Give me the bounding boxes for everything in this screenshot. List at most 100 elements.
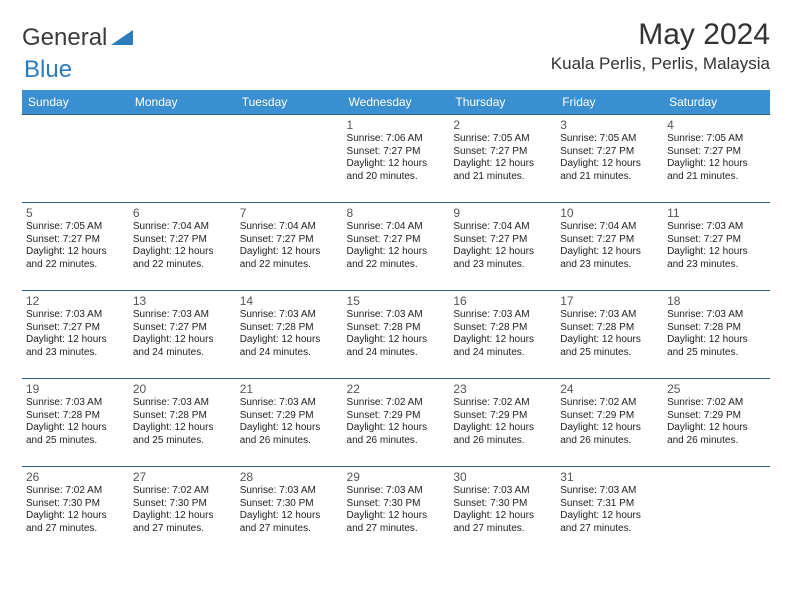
day-info: Sunrise: 7:04 AMSunset: 7:27 PMDaylight:… xyxy=(560,221,659,271)
calendar-row: 19Sunrise: 7:03 AMSunset: 7:28 PMDayligh… xyxy=(22,379,770,467)
calendar-cell: 27Sunrise: 7:02 AMSunset: 7:30 PMDayligh… xyxy=(129,467,236,555)
day-info: Sunrise: 7:03 AMSunset: 7:30 PMDaylight:… xyxy=(453,485,552,535)
title-block: May 2024 Kuala Perlis, Perlis, Malaysia xyxy=(551,18,770,74)
day-number: 6 xyxy=(133,206,232,220)
calendar-cell: 14Sunrise: 7:03 AMSunset: 7:28 PMDayligh… xyxy=(236,291,343,379)
day-number: 14 xyxy=(240,294,339,308)
day-info: Sunrise: 7:04 AMSunset: 7:27 PMDaylight:… xyxy=(453,221,552,271)
day-info: Sunrise: 7:02 AMSunset: 7:29 PMDaylight:… xyxy=(667,397,766,447)
calendar-cell: 11Sunrise: 7:03 AMSunset: 7:27 PMDayligh… xyxy=(663,203,770,291)
day-info: Sunrise: 7:03 AMSunset: 7:31 PMDaylight:… xyxy=(560,485,659,535)
location-text: Kuala Perlis, Perlis, Malaysia xyxy=(551,54,770,74)
day-header: Saturday xyxy=(663,90,770,115)
day-number: 30 xyxy=(453,470,552,484)
day-number: 13 xyxy=(133,294,232,308)
day-number: 22 xyxy=(347,382,446,396)
day-number: 19 xyxy=(26,382,125,396)
day-number: 11 xyxy=(667,206,766,220)
day-info: Sunrise: 7:03 AMSunset: 7:28 PMDaylight:… xyxy=(347,309,446,359)
day-info: Sunrise: 7:02 AMSunset: 7:30 PMDaylight:… xyxy=(133,485,232,535)
calendar-cell: 19Sunrise: 7:03 AMSunset: 7:28 PMDayligh… xyxy=(22,379,129,467)
calendar-row: 1Sunrise: 7:06 AMSunset: 7:27 PMDaylight… xyxy=(22,115,770,203)
day-info: Sunrise: 7:03 AMSunset: 7:27 PMDaylight:… xyxy=(133,309,232,359)
calendar-cell-empty xyxy=(22,115,129,203)
day-number: 2 xyxy=(453,118,552,132)
day-number: 25 xyxy=(667,382,766,396)
day-info: Sunrise: 7:05 AMSunset: 7:27 PMDaylight:… xyxy=(667,133,766,183)
calendar-table: SundayMondayTuesdayWednesdayThursdayFrid… xyxy=(22,90,770,555)
day-number: 29 xyxy=(347,470,446,484)
day-info: Sunrise: 7:02 AMSunset: 7:29 PMDaylight:… xyxy=(347,397,446,447)
day-number: 10 xyxy=(560,206,659,220)
day-number: 17 xyxy=(560,294,659,308)
day-info: Sunrise: 7:05 AMSunset: 7:27 PMDaylight:… xyxy=(453,133,552,183)
calendar-cell: 4Sunrise: 7:05 AMSunset: 7:27 PMDaylight… xyxy=(663,115,770,203)
day-info: Sunrise: 7:03 AMSunset: 7:28 PMDaylight:… xyxy=(26,397,125,447)
day-number: 4 xyxy=(667,118,766,132)
day-info: Sunrise: 7:05 AMSunset: 7:27 PMDaylight:… xyxy=(26,221,125,271)
day-number: 9 xyxy=(453,206,552,220)
calendar-cell: 30Sunrise: 7:03 AMSunset: 7:30 PMDayligh… xyxy=(449,467,556,555)
day-info: Sunrise: 7:02 AMSunset: 7:29 PMDaylight:… xyxy=(560,397,659,447)
brand-part1: General xyxy=(22,24,107,52)
calendar-cell: 16Sunrise: 7:03 AMSunset: 7:28 PMDayligh… xyxy=(449,291,556,379)
calendar-cell: 22Sunrise: 7:02 AMSunset: 7:29 PMDayligh… xyxy=(343,379,450,467)
day-info: Sunrise: 7:04 AMSunset: 7:27 PMDaylight:… xyxy=(240,221,339,271)
day-number: 31 xyxy=(560,470,659,484)
calendar-cell: 17Sunrise: 7:03 AMSunset: 7:28 PMDayligh… xyxy=(556,291,663,379)
day-info: Sunrise: 7:03 AMSunset: 7:28 PMDaylight:… xyxy=(453,309,552,359)
calendar-cell: 25Sunrise: 7:02 AMSunset: 7:29 PMDayligh… xyxy=(663,379,770,467)
calendar-cell: 1Sunrise: 7:06 AMSunset: 7:27 PMDaylight… xyxy=(343,115,450,203)
day-header: Sunday xyxy=(22,90,129,115)
day-number: 1 xyxy=(347,118,446,132)
day-header: Monday xyxy=(129,90,236,115)
day-info: Sunrise: 7:03 AMSunset: 7:28 PMDaylight:… xyxy=(240,309,339,359)
calendar-cell: 7Sunrise: 7:04 AMSunset: 7:27 PMDaylight… xyxy=(236,203,343,291)
day-header-row: SundayMondayTuesdayWednesdayThursdayFrid… xyxy=(22,90,770,115)
month-title: May 2024 xyxy=(551,18,770,52)
calendar-cell: 21Sunrise: 7:03 AMSunset: 7:29 PMDayligh… xyxy=(236,379,343,467)
day-info: Sunrise: 7:03 AMSunset: 7:28 PMDaylight:… xyxy=(560,309,659,359)
day-number: 7 xyxy=(240,206,339,220)
calendar-cell-empty xyxy=(236,115,343,203)
day-number: 20 xyxy=(133,382,232,396)
calendar-cell: 12Sunrise: 7:03 AMSunset: 7:27 PMDayligh… xyxy=(22,291,129,379)
calendar-cell: 23Sunrise: 7:02 AMSunset: 7:29 PMDayligh… xyxy=(449,379,556,467)
day-number: 3 xyxy=(560,118,659,132)
brand-part2: Blue xyxy=(24,56,72,83)
day-number: 24 xyxy=(560,382,659,396)
calendar-cell: 6Sunrise: 7:04 AMSunset: 7:27 PMDaylight… xyxy=(129,203,236,291)
calendar-cell: 31Sunrise: 7:03 AMSunset: 7:31 PMDayligh… xyxy=(556,467,663,555)
day-info: Sunrise: 7:06 AMSunset: 7:27 PMDaylight:… xyxy=(347,133,446,183)
calendar-cell: 24Sunrise: 7:02 AMSunset: 7:29 PMDayligh… xyxy=(556,379,663,467)
day-info: Sunrise: 7:03 AMSunset: 7:30 PMDaylight:… xyxy=(240,485,339,535)
calendar-cell-empty xyxy=(663,467,770,555)
calendar-cell: 3Sunrise: 7:05 AMSunset: 7:27 PMDaylight… xyxy=(556,115,663,203)
day-number: 23 xyxy=(453,382,552,396)
day-info: Sunrise: 7:03 AMSunset: 7:27 PMDaylight:… xyxy=(667,221,766,271)
brand-logo: General xyxy=(22,18,135,52)
day-header: Friday xyxy=(556,90,663,115)
calendar-row: 26Sunrise: 7:02 AMSunset: 7:30 PMDayligh… xyxy=(22,467,770,555)
day-number: 8 xyxy=(347,206,446,220)
day-info: Sunrise: 7:03 AMSunset: 7:30 PMDaylight:… xyxy=(347,485,446,535)
day-info: Sunrise: 7:02 AMSunset: 7:30 PMDaylight:… xyxy=(26,485,125,535)
calendar-cell: 13Sunrise: 7:03 AMSunset: 7:27 PMDayligh… xyxy=(129,291,236,379)
calendar-cell: 28Sunrise: 7:03 AMSunset: 7:30 PMDayligh… xyxy=(236,467,343,555)
day-info: Sunrise: 7:04 AMSunset: 7:27 PMDaylight:… xyxy=(133,221,232,271)
calendar-cell: 2Sunrise: 7:05 AMSunset: 7:27 PMDaylight… xyxy=(449,115,556,203)
brand-triangle-icon xyxy=(111,27,133,50)
day-header: Wednesday xyxy=(343,90,450,115)
calendar-cell: 15Sunrise: 7:03 AMSunset: 7:28 PMDayligh… xyxy=(343,291,450,379)
day-number: 18 xyxy=(667,294,766,308)
calendar-cell: 5Sunrise: 7:05 AMSunset: 7:27 PMDaylight… xyxy=(22,203,129,291)
day-header: Thursday xyxy=(449,90,556,115)
day-number: 12 xyxy=(26,294,125,308)
day-number: 27 xyxy=(133,470,232,484)
calendar-row: 12 Sunrise: 7:03 AMSunset: 7:27 PMDayligh… xyxy=(22,291,770,379)
calendar-cell: 18Sunrise: 7:03 AMSunset: 7:28 PMDayligh… xyxy=(663,291,770,379)
calendar-cell: 9Sunrise: 7:04 AMSunset: 7:27 PMDaylight… xyxy=(449,203,556,291)
day-number: 28 xyxy=(240,470,339,484)
day-number: 16 xyxy=(453,294,552,308)
day-header: Tuesday xyxy=(236,90,343,115)
